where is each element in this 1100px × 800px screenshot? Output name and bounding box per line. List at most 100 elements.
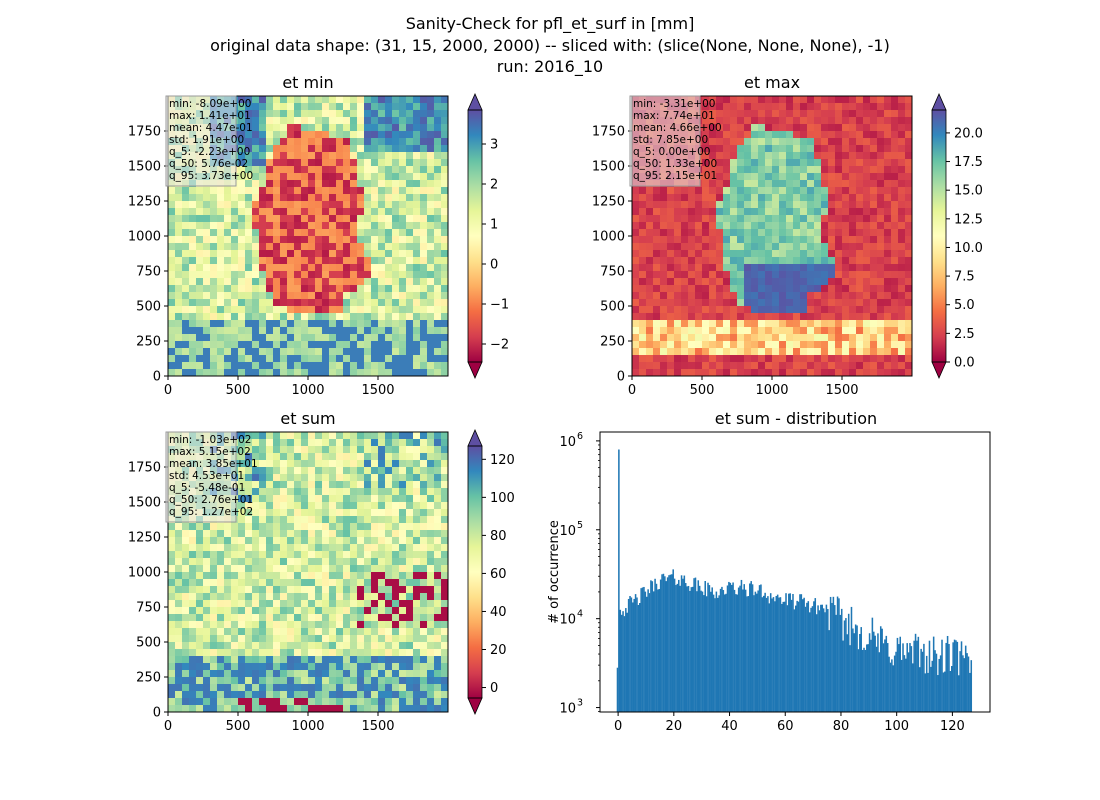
histogram-bar: [726, 585, 729, 712]
histogram-bar: [888, 656, 890, 712]
histogram-bar: [701, 591, 704, 712]
histogram-bar: [914, 633, 917, 712]
histogram-bar: [870, 639, 872, 712]
histogram-bar: [846, 634, 849, 712]
histogram-bar: [645, 596, 648, 712]
histogram-bar: [737, 587, 740, 712]
y-tick-label: 1500: [592, 160, 625, 175]
histogram-bar: [758, 585, 761, 712]
histogram-bar: [735, 594, 737, 712]
y-ticks-et-min: 0 250 500 750 1000 1250 1500 1750: [128, 125, 168, 385]
histogram-bar: [814, 598, 817, 712]
histogram-bar: [892, 665, 895, 712]
histogram-bar: [804, 606, 807, 712]
histogram-bar: [657, 589, 659, 712]
histogram-bar: [687, 585, 690, 712]
y-tick-label: 1250: [592, 195, 625, 210]
colorbar-tick-label: 0: [490, 681, 498, 696]
histogram-bar: [822, 608, 825, 712]
histogram-bar: [925, 655, 928, 712]
histogram-bar: [689, 590, 691, 712]
histogram-bar: [627, 598, 630, 712]
histogram-bar: [932, 636, 935, 712]
histogram-bar: [764, 592, 766, 712]
histogram-bar: [834, 605, 836, 712]
histogram-bar: [884, 639, 886, 712]
histogram-bar: [757, 590, 759, 712]
y-tick-exponent: 5: [577, 520, 583, 531]
histogram-bar: [652, 591, 655, 712]
histogram-bar: [640, 588, 642, 712]
histogram-bar: [899, 636, 901, 712]
x-tick-label: 100: [884, 719, 909, 734]
histogram-bar: [860, 627, 862, 712]
histogram-bar: [662, 573, 665, 712]
histogram-bar: [821, 604, 823, 712]
histogram-bar: [661, 574, 663, 712]
y-tick-label: 1250: [128, 195, 161, 210]
histogram-bar: [836, 596, 839, 712]
histogram-bar: [838, 598, 840, 712]
histogram-bar: [792, 593, 794, 712]
colorbar-extend-min: [467, 361, 483, 379]
colorbar-frame: [467, 445, 483, 699]
colorbar-extend-min: [931, 361, 947, 379]
histogram-bar: [769, 593, 772, 712]
histogram-bar: [873, 631, 875, 712]
histogram-bar: [790, 599, 793, 712]
suptitle-line-1: Sanity-Check for pfl_et_surf in [mm]: [406, 14, 695, 34]
histogram-bar: [776, 594, 779, 712]
histogram-bar: [912, 663, 914, 712]
histogram-bar: [718, 595, 720, 712]
histogram-bar: [756, 593, 758, 712]
x-tick-label: 1000: [291, 719, 324, 734]
histogram-bar: [680, 575, 683, 712]
colorbar-tick-label: 20: [490, 643, 507, 658]
histogram-bar: [930, 666, 932, 712]
histogram-bar: [636, 597, 638, 712]
histogram-bar: [949, 671, 952, 712]
histogram-bar: [910, 646, 913, 712]
colorbar-tick-label: 40: [490, 605, 507, 620]
histogram-bar: [813, 601, 815, 712]
histogram-bar: [761, 597, 764, 712]
histogram-bar: [691, 586, 694, 712]
x-tick-label: 0: [164, 719, 172, 734]
stats-line: q_95: 3.73e+00: [169, 170, 253, 182]
x-ticks-et-sum: 0 500 1000 1500: [164, 712, 395, 734]
histogram-bar: [960, 641, 963, 712]
histogram-bar: [747, 596, 750, 712]
panel-et-sum-distribution: et sum - distribution 0 20 40 60 80 100 120 10…: [547, 409, 991, 734]
y-tick-label: 1750: [128, 461, 161, 476]
stats-line: mean: 3.85e+01: [169, 458, 258, 470]
histogram-bar: [827, 609, 829, 712]
stats-line: max: 1.41e+01: [169, 110, 251, 122]
x-tick-label: 80: [833, 719, 850, 734]
x-tick-label: 1500: [361, 719, 394, 734]
histogram-bar: [633, 598, 635, 712]
x-tick-label: 500: [226, 719, 251, 734]
panel-title-et-min: et min: [282, 73, 333, 92]
histogram-bar: [785, 593, 787, 712]
stats-line: q_50: 2.76e+01: [169, 494, 253, 506]
histogram-bar: [854, 624, 857, 712]
axes-frame-histogram: [599, 431, 991, 713]
panel-title-et-sum-distribution: et sum - distribution: [715, 409, 877, 428]
histogram-bar: [778, 597, 780, 712]
y-tick-label: 500: [600, 300, 625, 315]
histogram-bar: [760, 584, 762, 712]
histogram-bar: [648, 593, 651, 712]
histogram-bar: [845, 618, 847, 712]
colorbar-extend-min: [467, 697, 483, 715]
stats-line: min: -3.31e+00: [633, 98, 715, 110]
colorbar-et-max: 0.0 2.5 5.0 7.5 10.0 12.5 15.0 17.5 20.0: [931, 93, 983, 379]
histogram-bar: [788, 593, 790, 712]
histogram-bar: [717, 597, 719, 712]
histogram-bar: [820, 604, 822, 712]
histogram-bar: [916, 640, 918, 712]
histogram-bar: [964, 645, 967, 712]
x-ticks-et-min: 0 500 1000 1500: [164, 376, 395, 398]
x-tick-label: 0: [614, 719, 622, 734]
colorbar-tick-label: 2: [490, 178, 498, 193]
x-tick-label: 40: [721, 719, 738, 734]
